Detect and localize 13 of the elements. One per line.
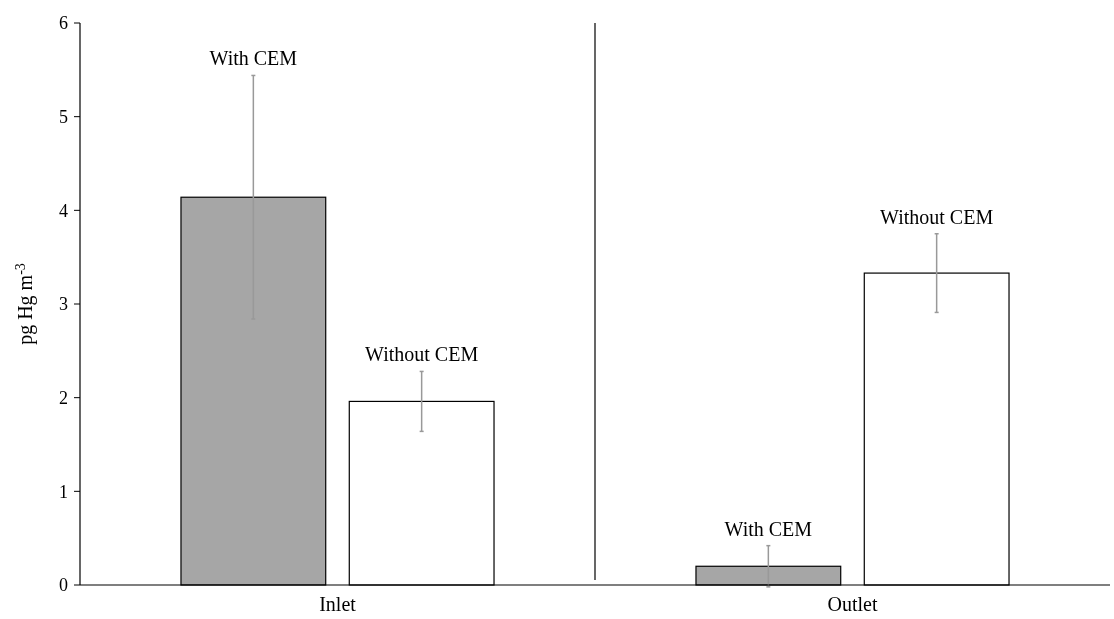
x-tick-label: Inlet [319, 593, 357, 615]
y-tick-label: 2 [59, 387, 68, 408]
y-tick-label: 1 [59, 481, 68, 502]
y-tick-label: 5 [59, 106, 68, 127]
series-label: With CEM [724, 517, 813, 540]
y-tick-label: 3 [59, 294, 68, 315]
y-tick-label: 6 [59, 13, 68, 34]
series-label: Without CEM [365, 343, 479, 366]
text: With CEM [209, 47, 298, 70]
y-tick-label: 4 [59, 200, 68, 221]
x-tick-label: Outlet [827, 593, 878, 615]
y-tick-label: 0 [59, 575, 68, 596]
text: Without CEM [880, 205, 994, 228]
